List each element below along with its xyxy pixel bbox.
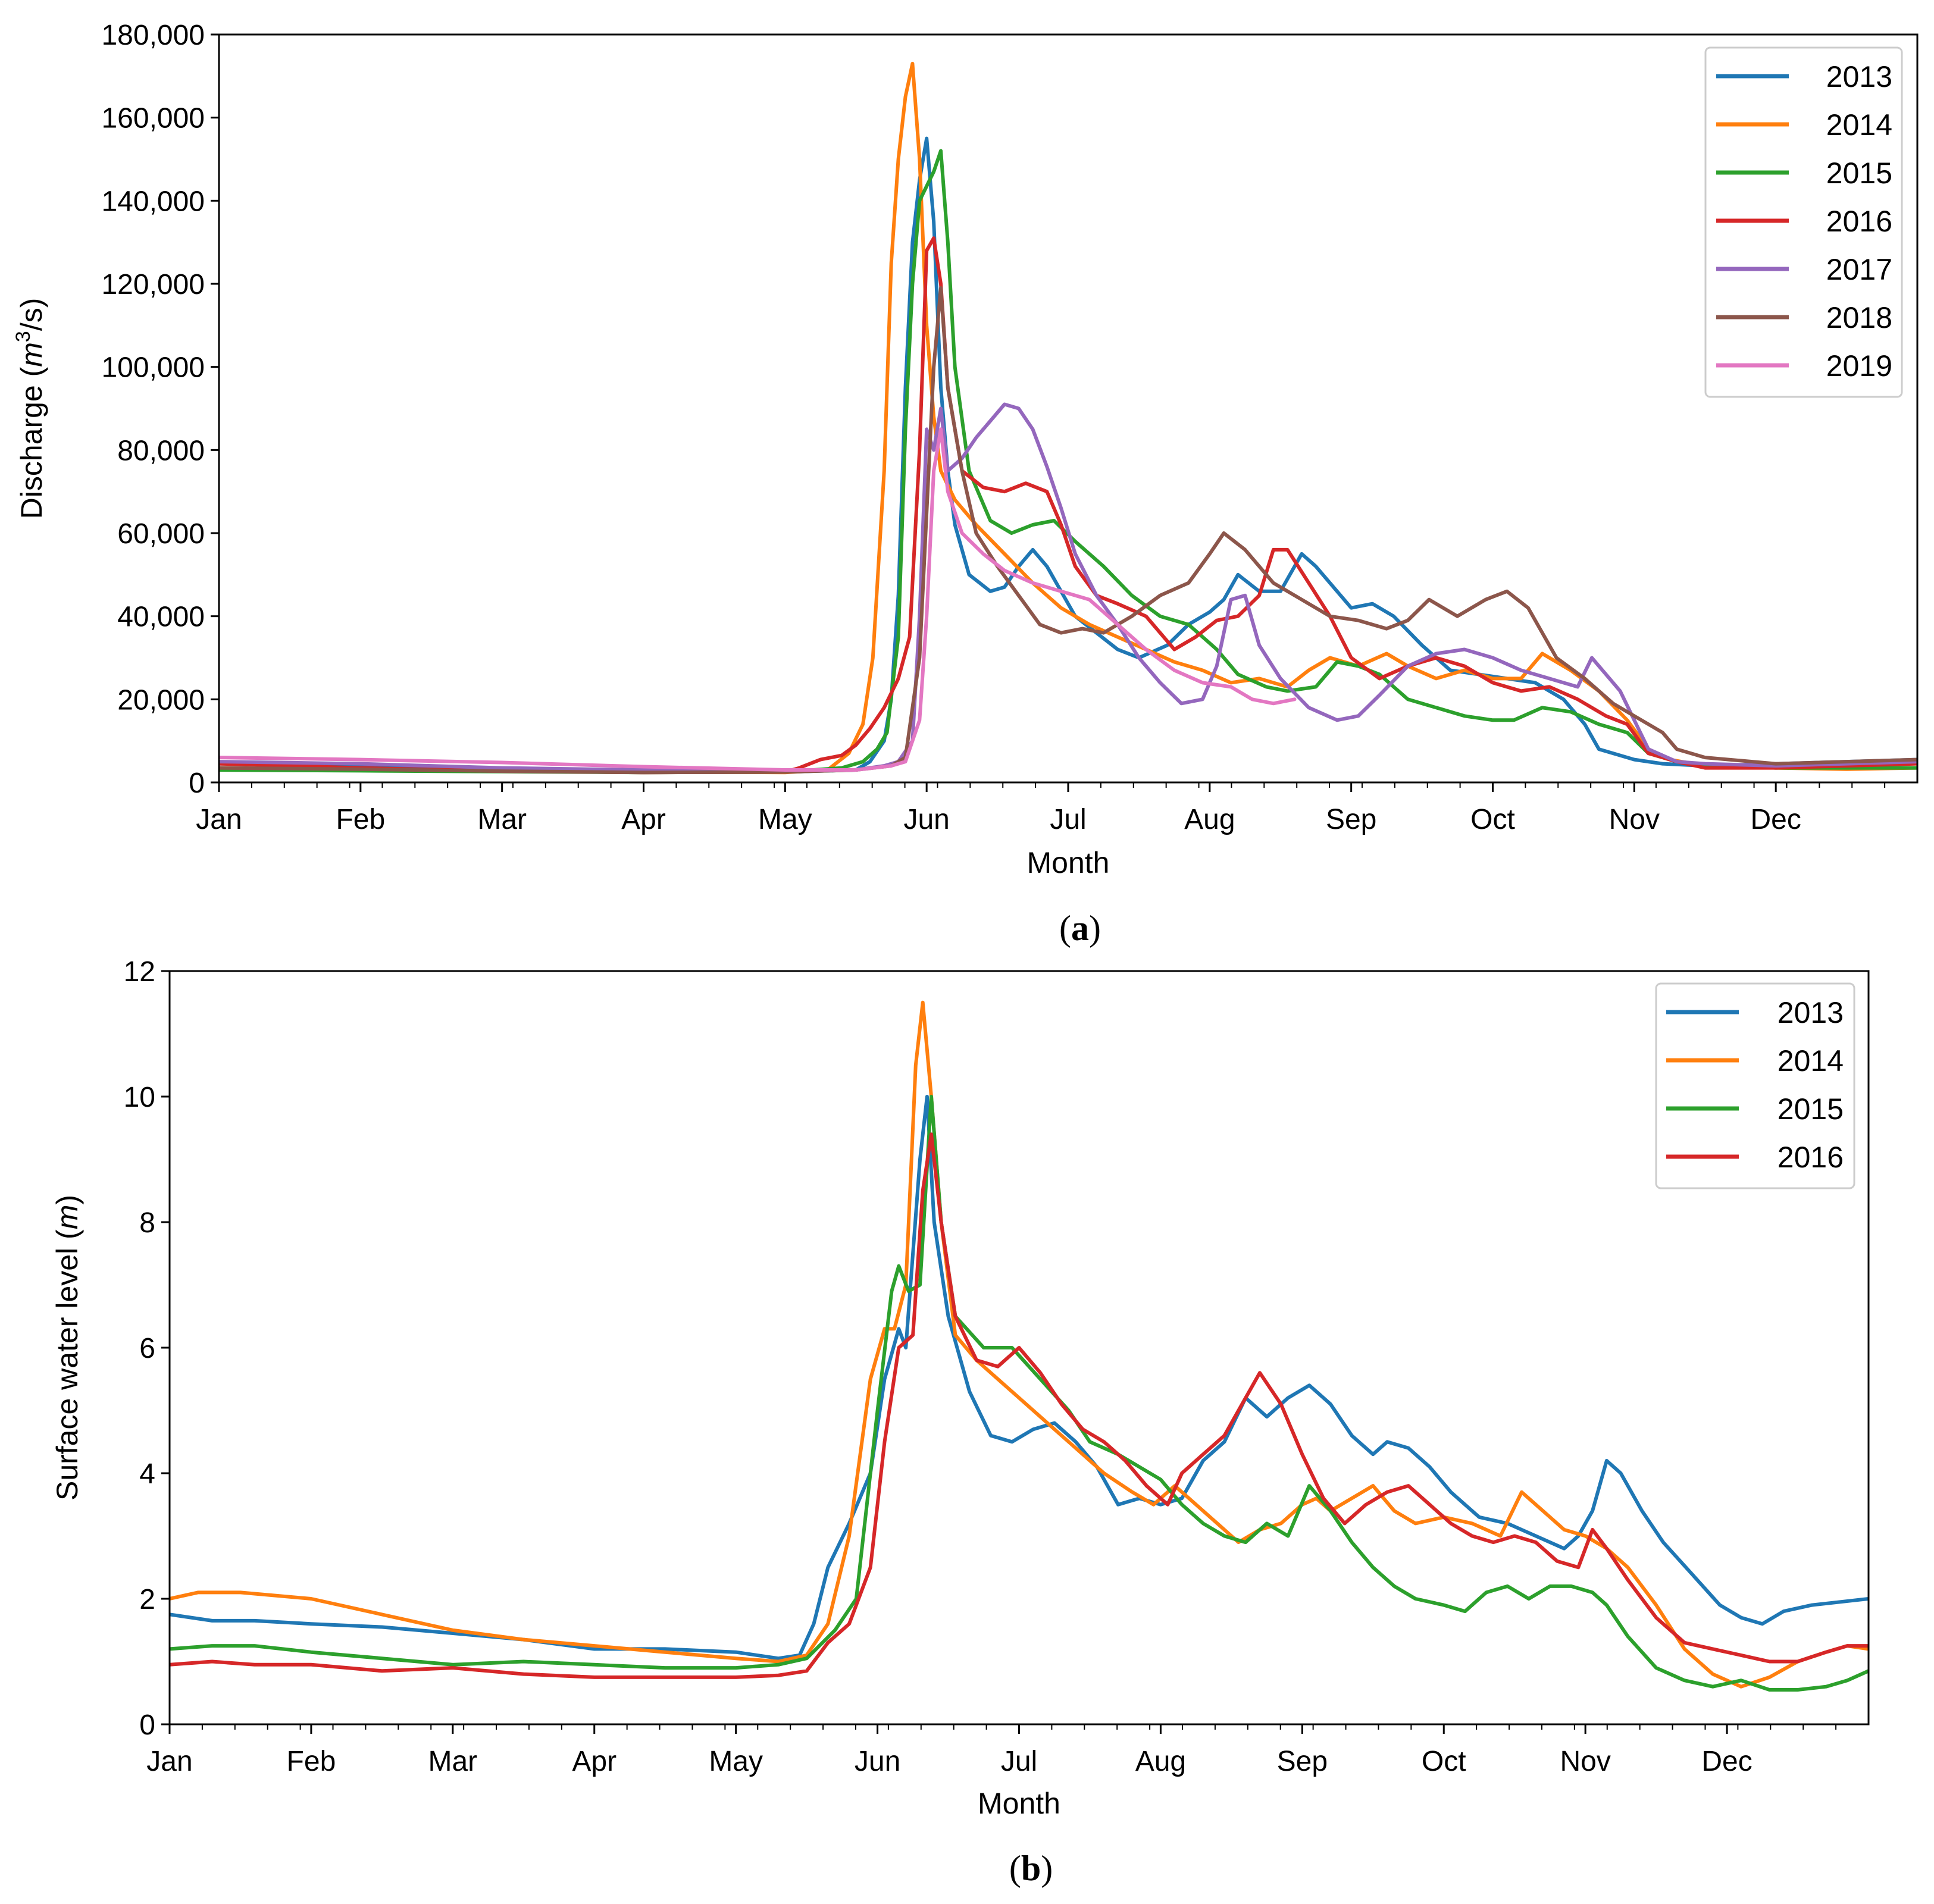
series-line-2013 — [219, 136, 1917, 774]
x-tick-label-aug: Aug — [1184, 804, 1235, 835]
panel-caption: (b) — [1009, 1849, 1053, 1888]
series-line-2013 — [170, 1095, 1869, 1661]
legend: 2013 2014 2015 2016 2017 2018 2019 — [1704, 46, 1903, 398]
x-tick-label-feb: Feb — [287, 1746, 336, 1777]
x-axis-label: Month — [978, 1787, 1060, 1820]
y-tick-label: 12 — [124, 956, 155, 988]
y-tick-label: 100,000 — [101, 352, 205, 384]
x-tick-label-apr: Apr — [621, 804, 666, 835]
legend-box — [1655, 982, 1855, 1189]
y-axis-label: Surface water level (m) — [51, 1195, 84, 1501]
x-tick-label-jul: Jul — [1050, 804, 1086, 835]
x-axis-label: Month — [1027, 846, 1110, 879]
series-line-2014 — [170, 1000, 1869, 1689]
x-tick-label-mar: Mar — [428, 1746, 477, 1777]
y-axis-label-unit: /s) — [15, 298, 48, 331]
series-group — [170, 1000, 1869, 1692]
series-line-2018 — [219, 286, 1917, 775]
x-tick-label-dec: Dec — [1701, 1746, 1752, 1777]
y-tick-label: 120,000 — [101, 269, 205, 300]
legend-label-2014: 2014 — [1826, 108, 1892, 142]
y-tick-label: 60,000 — [117, 518, 205, 550]
y-axis-label-unit: ) — [51, 1195, 84, 1205]
x-tick-label-jun: Jun — [855, 1746, 900, 1777]
y-tick-label: 0 — [139, 1709, 155, 1741]
panel-caption-open: ( — [1059, 909, 1071, 948]
legend-label-2015: 2015 — [1777, 1092, 1844, 1126]
y-axis-label: Discharge (m3/s) — [12, 298, 48, 519]
x-tick-label-jun: Jun — [903, 804, 949, 835]
series-line-2015 — [170, 1095, 1869, 1692]
panel-caption-close: ) — [1041, 1849, 1053, 1888]
x-tick-label-dec: Dec — [1750, 804, 1801, 835]
x-tick-label-aug: Aug — [1135, 1746, 1186, 1777]
legend-label-2018: 2018 — [1826, 301, 1892, 334]
series-line-2019 — [219, 427, 1297, 772]
legend-label-2016: 2016 — [1826, 205, 1892, 238]
y-axis-label-var: m — [51, 1205, 84, 1230]
x-tick-label-nov: Nov — [1560, 1746, 1610, 1777]
x-tick-label-jan: Jan — [196, 804, 242, 835]
y-tick-label: 8 — [139, 1207, 155, 1239]
series-line-2016 — [170, 1132, 1869, 1679]
legend-label-2019: 2019 — [1826, 349, 1892, 383]
y-tick-label: 20,000 — [117, 684, 205, 716]
plot-frame — [218, 33, 1919, 784]
y-axis-label-var: m — [15, 342, 48, 367]
panel-a-discharge-chart: 0 20,000 40,000 60,000 80,000 100,000 120,000 1… — [12, 20, 1919, 948]
x-tick-label-sep: Sep — [1277, 1746, 1328, 1777]
panel-caption-letter: a — [1071, 909, 1089, 948]
x-tick-label-nov: Nov — [1609, 804, 1660, 835]
series-line-2014 — [219, 61, 1917, 775]
y-tick-label: 0 — [189, 768, 205, 799]
series-line-2015 — [219, 149, 1917, 775]
series-line-2016 — [219, 236, 1917, 775]
x-tick-label-jul: Jul — [1001, 1746, 1037, 1777]
y-axis-label-text: Surface water level ( — [51, 1229, 84, 1501]
panel-caption-close: ) — [1089, 909, 1101, 948]
x-tick-label-sep: Sep — [1326, 804, 1376, 835]
legend-box — [1704, 46, 1903, 398]
y-tick-label: 180,000 — [101, 20, 205, 51]
x-tick-label-oct: Oct — [1422, 1746, 1466, 1777]
panel-b-water-level-chart: 0 2 4 6 8 10 12 Jan Feb Mar Apr May Jun Jul Aug Sep Oct N… — [51, 956, 1870, 1888]
y-axis-label-sup: 3 — [12, 331, 35, 342]
y-tick-label: 40,000 — [117, 602, 205, 633]
y-tick-label: 160,000 — [101, 103, 205, 134]
x-tick-label-oct: Oct — [1470, 804, 1515, 835]
y-tick-label: 2 — [139, 1584, 155, 1615]
x-tick-label-may: May — [758, 804, 812, 835]
x-tick-label-may: May — [709, 1746, 763, 1777]
legend-label-2014: 2014 — [1777, 1044, 1844, 1078]
x-tick-label-jan: Jan — [146, 1746, 192, 1777]
y-axis-label-text: Discharge ( — [15, 367, 48, 519]
legend-label-2013: 2013 — [1826, 60, 1892, 93]
y-tick-label: 80,000 — [117, 435, 205, 466]
legend: 2013 2014 2015 2016 — [1655, 982, 1855, 1189]
x-tick-label-feb: Feb — [336, 804, 385, 835]
panel-caption-letter: b — [1021, 1849, 1041, 1888]
legend-label-2015: 2015 — [1826, 156, 1892, 190]
panel-caption-open: ( — [1009, 1849, 1021, 1888]
legend-label-2013: 2013 — [1777, 996, 1844, 1029]
y-tick-label: 10 — [124, 1082, 155, 1113]
x-tick-label-apr: Apr — [572, 1746, 616, 1777]
y-tick-label: 4 — [139, 1458, 155, 1490]
legend-label-2017: 2017 — [1826, 253, 1892, 286]
x-tick-label-mar: Mar — [477, 804, 527, 835]
y-tick-label: 6 — [139, 1333, 155, 1364]
y-tick-label: 140,000 — [101, 186, 205, 217]
series-line-2017 — [219, 402, 1917, 774]
legend-label-2016: 2016 — [1777, 1141, 1844, 1174]
series-group — [219, 61, 1917, 775]
panel-caption: (a) — [1059, 909, 1101, 948]
